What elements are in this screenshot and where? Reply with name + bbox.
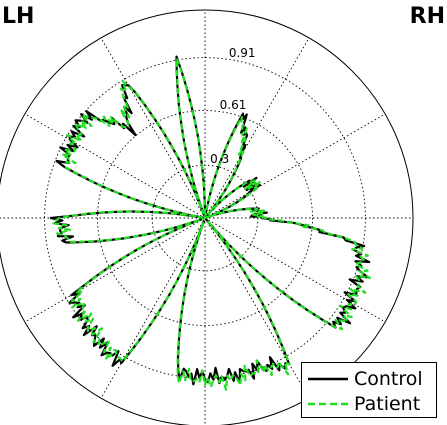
grid-spoke [25, 218, 205, 322]
left-hemisphere-label: LH [2, 4, 34, 29]
legend-swatch-patient [308, 399, 348, 409]
legend-item-patient: Patient [308, 392, 420, 416]
right-hemisphere-label: RH [410, 4, 445, 29]
legend-item-control: Control [308, 367, 423, 391]
grid-spoke [205, 38, 309, 218]
legend: Control Patient [301, 362, 437, 418]
legend-label-patient: Patient [354, 393, 420, 415]
radial-tick-label: 0.61 [220, 98, 247, 112]
radial-tick-label: 0.3 [210, 152, 229, 166]
grid-spoke [25, 114, 205, 218]
grid-spoke [101, 38, 205, 218]
grid-spoke [205, 114, 385, 218]
legend-label-control: Control [354, 368, 423, 390]
radial-tick-label: 0.91 [229, 46, 256, 60]
legend-swatch-control [308, 374, 348, 384]
series-layer [51, 57, 370, 390]
radial-tick-labels: 0.3 0.61 0.91 [210, 46, 255, 166]
